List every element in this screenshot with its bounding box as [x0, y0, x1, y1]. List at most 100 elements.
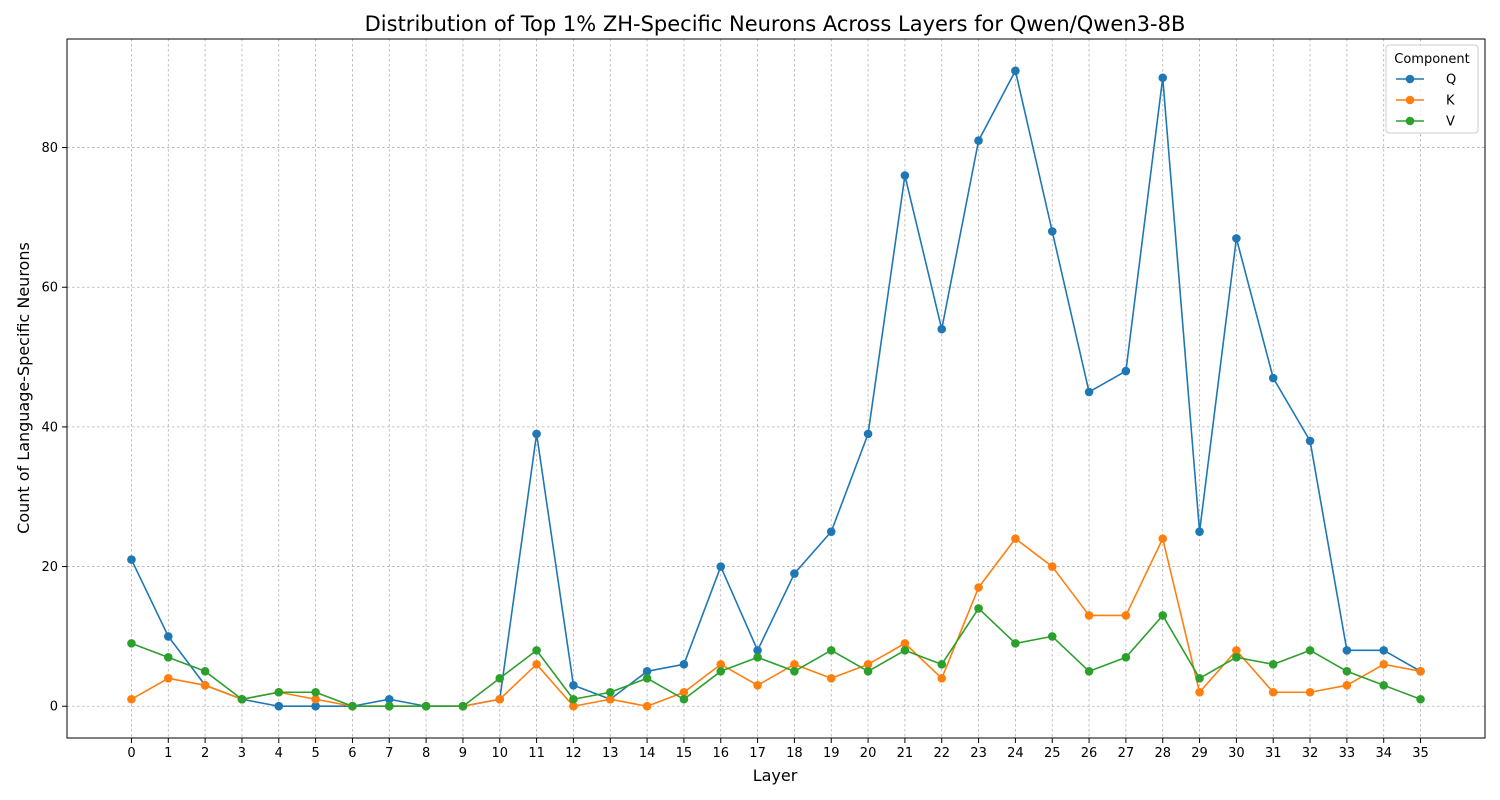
legend: Component QKV: [1385, 44, 1479, 134]
legend-item-q: Q: [1396, 73, 1456, 88]
x-tick-label: 32: [1302, 746, 1319, 761]
x-ticks: 0 1 2 3 4 5 6 7 8 9 10 11 12 13 14 15 16 17 18 19 20 21 22 23 24…: [127, 738, 1429, 761]
x-tick-label: 25: [1044, 746, 1061, 761]
data-point-k: [311, 694, 320, 704]
data-point-q: [1379, 646, 1389, 655]
x-tick-label: 27: [1118, 746, 1135, 761]
data-point-v: [311, 687, 320, 697]
data-point-k: [679, 687, 689, 697]
legend-label: Q: [1446, 73, 1456, 88]
x-tick-label: 22: [933, 746, 950, 761]
x-tick-label: 8: [422, 746, 430, 761]
plot-frame: [66, 38, 1486, 739]
data-point-q: [974, 136, 983, 145]
data-point-k: [1342, 680, 1352, 690]
data-point-v: [1416, 694, 1425, 704]
data-point-v: [1084, 667, 1094, 676]
data-point-v: [200, 667, 210, 676]
series-v: [127, 604, 1425, 711]
x-tick-label: 7: [385, 746, 393, 761]
data-point-k: [200, 680, 210, 690]
data-point-q: [384, 694, 394, 704]
data-point-v: [790, 667, 799, 676]
data-point-k: [1011, 534, 1020, 543]
x-tick-label: 2: [201, 746, 209, 761]
series-line-k: [131, 537, 1421, 708]
data-point-k: [1121, 611, 1131, 620]
data-point-v: [1342, 667, 1352, 676]
data-point-q: [1195, 527, 1204, 536]
data-point-k: [900, 639, 910, 648]
data-point-v: [863, 667, 873, 676]
data-point-k: [863, 660, 873, 669]
data-point-v: [495, 673, 505, 683]
x-tick-label: 21: [897, 746, 914, 761]
data-point-v: [1158, 611, 1168, 620]
series-lines: [127, 66, 1425, 711]
data-point-v: [753, 653, 762, 662]
data-point-k: [1379, 660, 1389, 669]
x-tick-label: 0: [127, 746, 135, 761]
data-point-q: [753, 646, 762, 655]
x-tick-label: 19: [823, 746, 840, 761]
x-tick-label: 30: [1228, 746, 1245, 761]
data-point-v: [1011, 639, 1020, 648]
data-point-v: [348, 701, 357, 711]
data-point-q: [826, 527, 836, 536]
data-point-q: [642, 667, 652, 676]
data-point-k: [937, 673, 947, 683]
data-point-k: [1158, 534, 1168, 543]
x-tick-label: 33: [1339, 746, 1356, 761]
grid-lines: [67, 39, 1485, 738]
x-tick-label: 10: [491, 746, 508, 761]
legend-item-v: V: [1396, 115, 1455, 130]
x-tick-label: 18: [786, 746, 803, 761]
data-point-k: [753, 680, 762, 690]
data-point-k: [716, 660, 726, 669]
data-point-v: [127, 639, 136, 648]
data-point-k: [532, 660, 541, 669]
data-point-q: [937, 324, 947, 334]
data-point-q: [274, 701, 284, 711]
data-point-q: [790, 569, 799, 578]
x-tick-label: 3: [238, 746, 246, 761]
data-point-v: [1121, 653, 1131, 662]
x-tick-label: 4: [275, 746, 283, 761]
legend-title: Component: [1394, 52, 1469, 67]
x-tick-label: 9: [459, 746, 467, 761]
x-tick-label: 23: [970, 746, 987, 761]
y-ticks: 0 20 40 60 80: [41, 141, 67, 715]
data-point-v: [716, 667, 726, 676]
x-tick-label: 16: [712, 746, 729, 761]
data-point-k: [1305, 687, 1315, 697]
legend-items: QKV: [1396, 73, 1456, 130]
data-point-q: [1047, 227, 1057, 236]
y-tick-label: 80: [41, 141, 58, 156]
data-point-k: [1232, 646, 1241, 655]
data-point-q: [1232, 234, 1241, 243]
series-k: [127, 534, 1425, 711]
x-tick-label: 24: [1007, 746, 1024, 761]
legend-label: K: [1446, 94, 1455, 109]
x-tick-label: 28: [1154, 746, 1171, 761]
data-point-q: [716, 562, 726, 571]
y-axis-label: Count of Language-Specific Neurons: [14, 242, 33, 534]
legend-marker: [1405, 74, 1415, 84]
data-point-v: [569, 694, 578, 704]
data-point-k: [163, 673, 173, 683]
data-point-q: [679, 660, 689, 669]
data-point-k: [790, 660, 799, 669]
data-point-q: [163, 632, 173, 641]
data-point-v: [1232, 653, 1241, 662]
data-point-k: [605, 694, 615, 704]
data-point-q: [1121, 366, 1131, 376]
x-tick-label: 5: [311, 746, 319, 761]
data-point-q: [1305, 436, 1315, 446]
data-point-v: [1305, 646, 1315, 655]
x-tick-label: 34: [1375, 746, 1392, 761]
data-point-k: [495, 694, 505, 704]
legend-marker: [1405, 95, 1415, 105]
y-tick-label: 20: [41, 560, 58, 575]
data-point-k: [127, 694, 136, 704]
